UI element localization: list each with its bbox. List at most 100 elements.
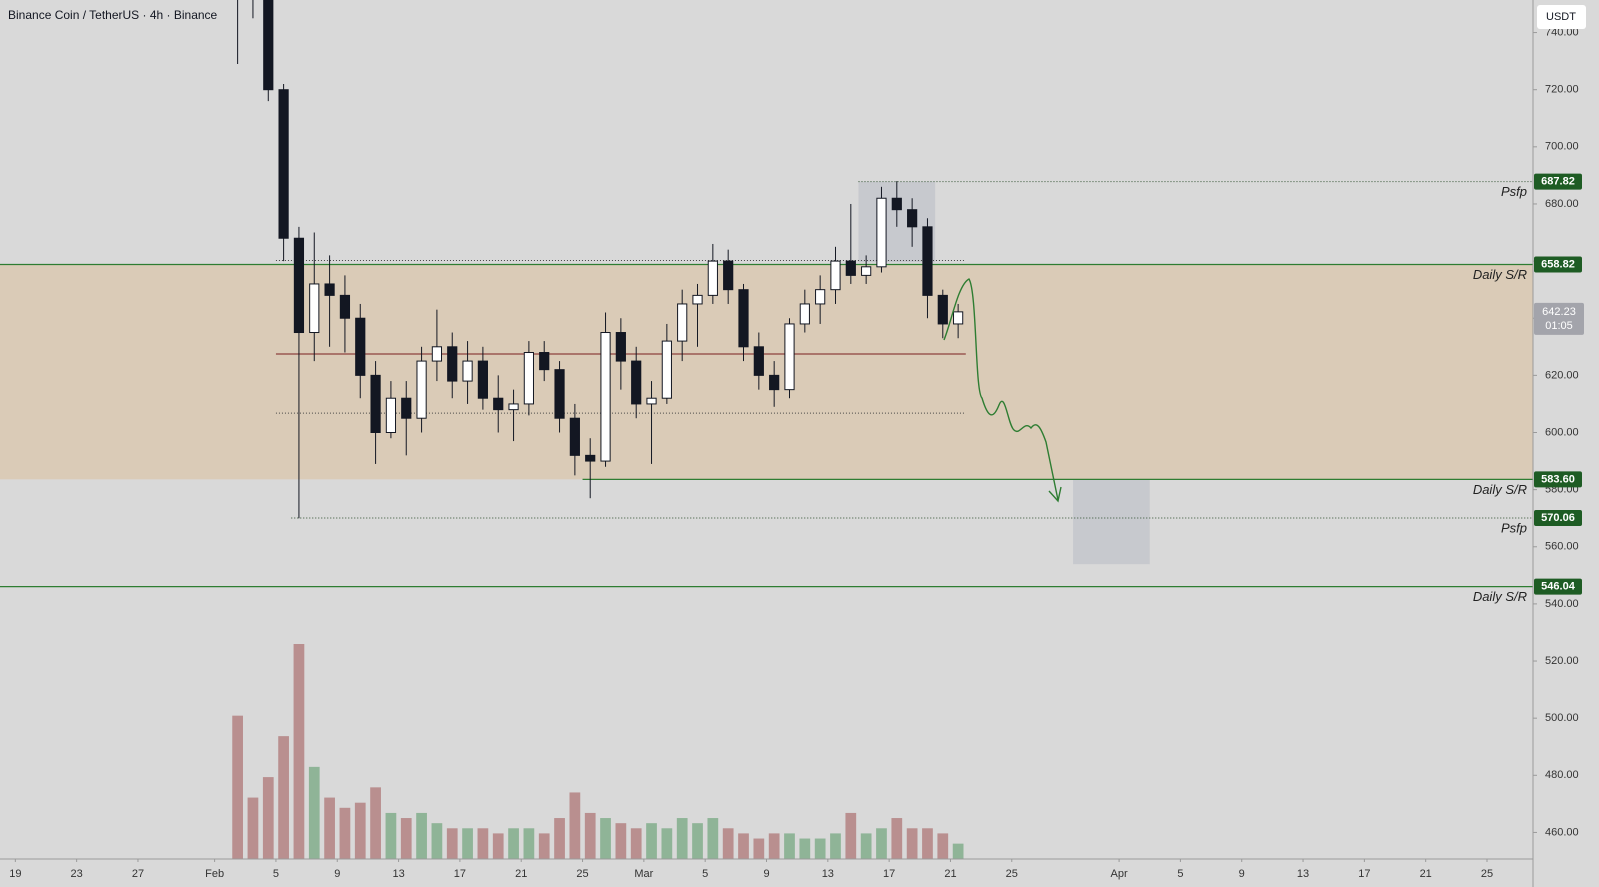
x-tick-label: Mar <box>634 868 653 880</box>
candle-body <box>293 237 305 334</box>
currency-button[interactable] <box>1537 5 1586 29</box>
candle-body <box>523 352 534 405</box>
candle-body <box>600 332 611 462</box>
box-zone <box>1073 479 1150 565</box>
candle-body <box>937 294 948 325</box>
candle-body <box>845 260 856 276</box>
candle-body <box>922 226 933 296</box>
volume-bar <box>523 828 535 859</box>
x-tick-label: 17 <box>454 868 466 880</box>
y-tick-label: 700.00 <box>1545 141 1579 153</box>
candle-body <box>477 360 488 399</box>
level-name: Psfp <box>1501 184 1527 199</box>
candle-body <box>309 283 320 334</box>
x-tick-label: Apr <box>1111 868 1128 880</box>
volume-bar <box>845 812 857 859</box>
level-tag <box>1534 510 1582 527</box>
volume-bar <box>262 777 274 859</box>
volume-bar <box>492 833 504 859</box>
zones-layer <box>0 181 1533 565</box>
volume-layer <box>232 644 964 859</box>
volume-bar <box>324 797 335 859</box>
x-tick-label: 17 <box>1358 868 1370 880</box>
volume-bar <box>799 838 811 859</box>
level-tag-label: 583.60 <box>1541 473 1575 485</box>
level-tag-label: 687.82 <box>1541 176 1575 188</box>
level-name: Daily S/R <box>1473 482 1527 497</box>
level-tag-label: 570.06 <box>1541 512 1575 524</box>
currency-button-label[interactable]: USDT <box>1546 11 1576 23</box>
candle-body <box>830 260 841 291</box>
candle-body <box>907 209 918 228</box>
volume-bar <box>600 818 611 859</box>
volume-bar <box>584 812 596 859</box>
volume-bar <box>738 833 749 859</box>
candle-body <box>692 294 703 305</box>
volume-bar <box>937 833 949 859</box>
volume-bar <box>431 823 443 859</box>
volume-bar <box>569 792 581 859</box>
candle-body <box>416 360 427 419</box>
level-tag-label: 658.82 <box>1541 258 1575 270</box>
candle-body <box>769 374 780 391</box>
candle-body <box>324 283 335 296</box>
volume-bar <box>477 828 489 859</box>
volume-bar <box>891 818 903 859</box>
level-tag <box>1534 173 1582 190</box>
y-tick-label: 480.00 <box>1545 769 1579 781</box>
x-tick-label: 5 <box>1177 868 1183 880</box>
projection-arrow <box>943 278 1062 503</box>
candle-body <box>385 397 397 433</box>
candle-body <box>631 360 642 405</box>
level-tag <box>1534 256 1582 273</box>
level-name: Daily S/R <box>1473 267 1527 282</box>
candle-body <box>891 197 902 211</box>
level-name: Psfp <box>1501 520 1527 535</box>
candles-layer <box>237 0 964 519</box>
x-tick-label: 25 <box>1481 868 1493 880</box>
candle-body <box>447 346 458 382</box>
candle-body <box>753 346 764 376</box>
candle-body <box>539 352 550 371</box>
candle-body <box>339 294 351 319</box>
last-price-tag <box>1534 302 1584 335</box>
y-tick-label: 500.00 <box>1545 712 1579 724</box>
last-price-label: 642.23 <box>1542 306 1576 318</box>
x-tick-label: 9 <box>1239 868 1245 880</box>
y-tick-label: 720.00 <box>1545 84 1579 96</box>
volume-bar <box>416 812 427 859</box>
level-name: Daily S/R <box>1473 589 1527 604</box>
candle-body <box>431 346 443 362</box>
candle-body <box>263 0 274 91</box>
volume-bar <box>462 828 473 859</box>
volume-bar <box>247 797 259 859</box>
volume-bar <box>400 818 412 859</box>
volume-bar <box>814 838 826 859</box>
volume-bar <box>554 818 565 859</box>
volume-bar <box>676 818 688 859</box>
y-tick-label: 460.00 <box>1545 826 1579 838</box>
candle-body <box>738 289 749 348</box>
level-tag-label: 546.04 <box>1541 581 1576 593</box>
candle-body <box>646 397 657 405</box>
candle-body <box>707 260 718 296</box>
candle-body <box>799 303 810 325</box>
volume-bar <box>707 818 719 859</box>
candle-body <box>508 403 519 411</box>
x-tick-label: 13 <box>1297 868 1309 880</box>
volume-bar <box>630 828 642 859</box>
x-tick-label: 25 <box>576 868 588 880</box>
candle-body <box>355 317 366 376</box>
volume-bar <box>278 736 289 859</box>
volume-bar <box>753 838 765 859</box>
y-tick-label: 620.00 <box>1545 369 1579 381</box>
candle-body <box>278 89 289 239</box>
candle-body <box>815 289 826 305</box>
volume-bar <box>385 812 397 859</box>
volume-bar <box>830 833 841 859</box>
volume-bar <box>508 828 519 859</box>
volume-bar <box>615 823 627 859</box>
candle-body <box>370 374 381 433</box>
volume-bar <box>922 828 933 859</box>
